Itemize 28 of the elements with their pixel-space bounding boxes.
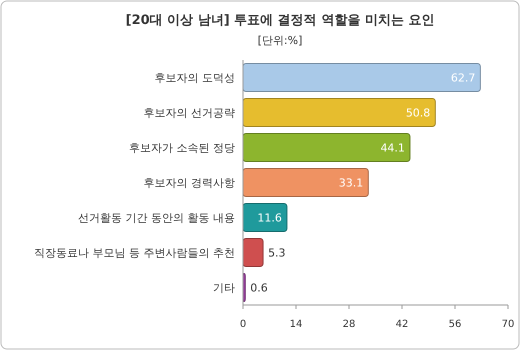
x-tick-label: 56 <box>448 319 462 330</box>
x-tick-label: 0 <box>240 319 246 330</box>
chart-subtitle: [단위:%] <box>258 34 302 47</box>
y-tick-label: 후보자의 도덕성 <box>154 72 235 84</box>
bar <box>242 203 288 232</box>
data-label: 50.8 <box>406 106 430 120</box>
data-label: 44.1 <box>380 142 405 154</box>
y-tick-label: 직장동료나 부모님 등 주변사람들의 추천 <box>34 246 235 260</box>
y-tick-label: 기타 <box>213 282 235 294</box>
x-tick-label: 42 <box>396 319 408 330</box>
data-label: 33.1 <box>338 176 364 190</box>
bar <box>242 63 481 92</box>
x-tick-label: 70 <box>502 319 514 330</box>
bar <box>242 133 410 162</box>
bar <box>242 98 436 127</box>
y-tick-label: 후보자가 소속된 정당 <box>129 142 235 154</box>
data-label: 0.6 <box>250 282 268 294</box>
y-tick-label: 후보자의 선거공략 <box>144 106 235 120</box>
y-tick-label: 선거활동 기간 동안의 활동 내용 <box>78 212 235 224</box>
y-tick-label: 후보자의 경력사항 <box>144 176 235 190</box>
data-label: 11.6 <box>257 212 282 224</box>
data-label: 5.3 <box>268 246 286 260</box>
x-tick-label: 14 <box>290 319 302 330</box>
bar <box>242 168 369 197</box>
data-label: 62.7 <box>450 72 476 84</box>
chart-title: [20대 이상 남녀] 투표에 결정적 역할을 미치는 요인 <box>126 13 434 28</box>
bar <box>242 238 264 267</box>
x-tick-label: 28 <box>342 319 356 330</box>
